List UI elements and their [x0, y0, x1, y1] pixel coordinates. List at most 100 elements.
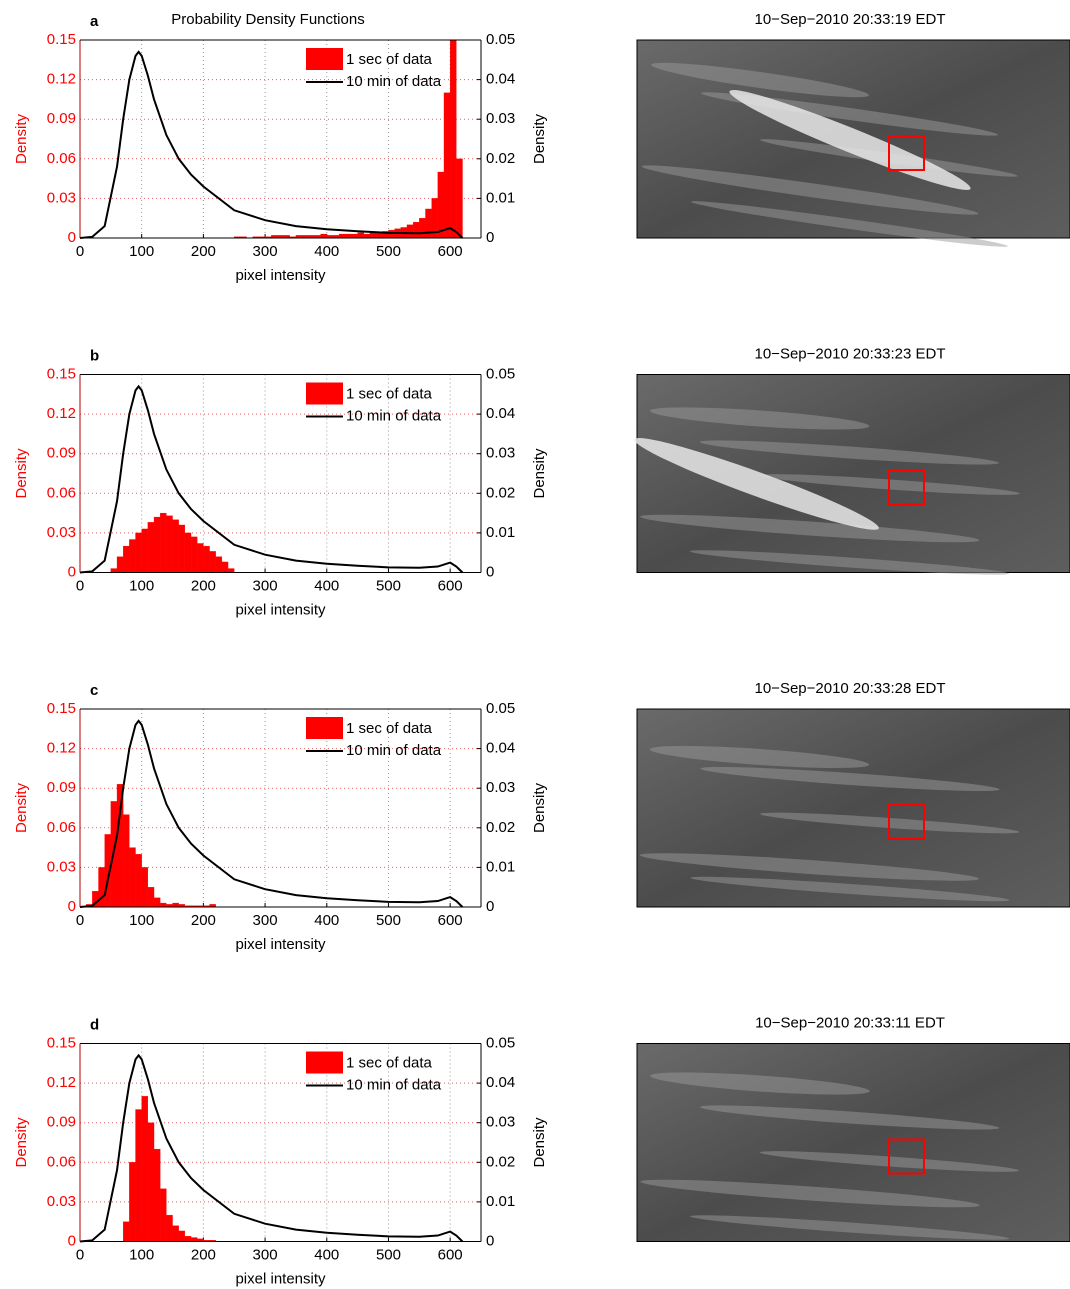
histogram-bar	[443, 92, 451, 239]
histogram-bar	[456, 158, 463, 239]
y2-tick-label: 0.03	[486, 779, 515, 796]
sample-region	[888, 804, 925, 840]
y2-tick-label: 0.01	[486, 1193, 515, 1210]
histogram-bar	[184, 532, 192, 573]
foam-streak	[640, 514, 980, 543]
histogram-bar	[129, 539, 136, 573]
histogram-bar	[203, 545, 210, 573]
y2-tick-label: 0.04	[486, 740, 515, 757]
y-tick-label: 0.03	[47, 858, 76, 875]
y-tick-label: 0.15	[47, 365, 76, 382]
histogram-bar	[190, 536, 198, 573]
y2-tick-label: 0.05	[486, 700, 515, 717]
histogram-bar	[172, 902, 179, 908]
y2-tick-label: 0.02	[486, 484, 515, 501]
y-tick-label: 0.03	[47, 524, 76, 541]
x-axis-label: pixel intensity	[235, 936, 326, 953]
foam-streak	[700, 766, 1000, 792]
histogram-bar	[129, 1162, 136, 1242]
histogram-bar	[123, 814, 130, 908]
x-tick-label: 600	[438, 577, 463, 594]
panel-label: c	[90, 682, 98, 699]
chart-title: Probability Density Functions	[171, 11, 364, 28]
y-tick-label: 0	[68, 563, 76, 580]
y2-tick-label: 0	[486, 229, 494, 246]
legend-label: 1 sec of data	[346, 51, 433, 68]
foam-streak	[690, 876, 1010, 902]
foam-streak	[641, 165, 979, 215]
foam-streak	[649, 407, 870, 430]
y-tick-label: 0.12	[47, 71, 76, 88]
y-axis-label: Density	[13, 782, 30, 833]
x-tick-label: 0	[76, 243, 84, 260]
histogram-bar	[166, 1214, 173, 1242]
histogram-bar	[320, 233, 327, 239]
histogram-bar	[129, 847, 136, 908]
y-tick-label: 0.15	[47, 700, 76, 717]
x-tick-label: 300	[253, 243, 278, 260]
panel-label: d	[90, 1016, 99, 1033]
y2-tick-label: 0.01	[486, 189, 515, 206]
histogram-bar	[369, 232, 377, 239]
histogram-bar	[345, 233, 352, 239]
x-tick-label: 200	[191, 1246, 216, 1263]
foam-streak	[651, 62, 869, 98]
y2-tick-label: 0.02	[486, 1153, 515, 1170]
histogram-bar	[123, 545, 130, 573]
y-tick-label: 0.03	[47, 1193, 76, 1210]
histogram-bar	[147, 1122, 155, 1242]
histogram-bar	[153, 897, 161, 908]
histogram-bar	[178, 1230, 186, 1242]
histogram-bar	[123, 1221, 130, 1242]
legend-swatch	[306, 717, 343, 739]
y2-tick-label: 0.04	[486, 71, 515, 88]
density-line	[79, 719, 464, 908]
histogram-bar	[221, 561, 229, 573]
x-tick-label: 100	[129, 243, 154, 260]
x-tick-label: 200	[191, 912, 216, 929]
x-tick-label: 300	[253, 1246, 278, 1263]
x-tick-label: 0	[76, 912, 84, 929]
histogram-bar	[450, 39, 457, 239]
x-tick-label: 400	[314, 1246, 339, 1263]
foam-streak	[699, 440, 1000, 465]
image-title: 10−Sep−2010 20:33:28 EDT	[755, 680, 946, 697]
x-tick-label: 100	[129, 1246, 154, 1263]
y-tick-label: 0.09	[47, 1114, 76, 1131]
histogram-bar	[98, 867, 105, 908]
sample-region	[888, 135, 925, 171]
y-tick-label: 0	[68, 1232, 76, 1249]
y-axis-label: Density	[13, 448, 30, 499]
histogram-bar	[215, 556, 223, 573]
y2-tick-label: 0.01	[486, 524, 515, 541]
density-line	[79, 1053, 464, 1243]
y2-tick-label: 0	[486, 898, 494, 915]
x-tick-label: 0	[76, 577, 84, 594]
histogram-bar	[190, 1237, 198, 1242]
legend-swatch	[306, 48, 343, 70]
histogram-bar	[412, 222, 420, 239]
x-tick-label: 200	[191, 243, 216, 260]
x-tick-label: 100	[129, 577, 154, 594]
x-tick-label: 500	[376, 577, 401, 594]
y2-tick-label: 0	[486, 563, 494, 580]
y2-tick-label: 0.05	[486, 1034, 515, 1051]
x-tick-label: 600	[438, 243, 463, 260]
histogram-bar	[178, 524, 186, 573]
y-tick-label: 0.12	[47, 740, 76, 757]
foam-streak	[690, 201, 1008, 247]
histogram-bar	[184, 1236, 192, 1242]
histogram-bar	[351, 233, 358, 239]
legend-swatch	[306, 382, 343, 405]
y2-tick-label: 0.01	[486, 858, 515, 875]
x-tick-label: 500	[376, 243, 401, 260]
x-tick-label: 500	[376, 1246, 401, 1263]
image-title: 10−Sep−2010 20:33:19 EDT	[755, 11, 946, 28]
y2-tick-label: 0.03	[486, 110, 515, 127]
histogram-bar	[135, 532, 142, 573]
histogram-bar	[147, 887, 155, 908]
y-tick-label: 0	[68, 229, 76, 246]
x-axis-label: pixel intensity	[235, 267, 326, 284]
histogram-bar	[116, 556, 124, 573]
